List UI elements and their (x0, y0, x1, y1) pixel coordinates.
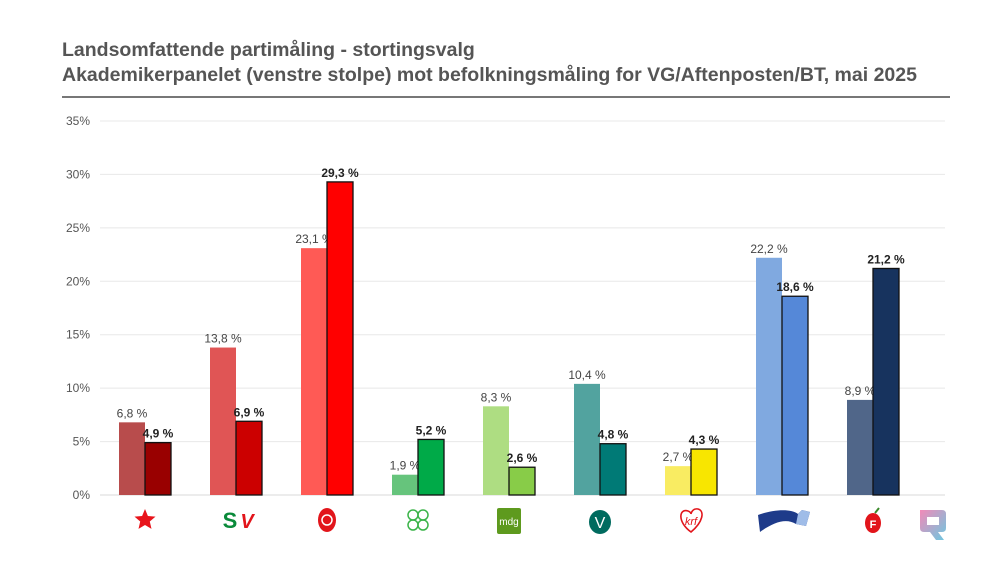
data-label: 4,9 % (143, 427, 174, 441)
frp-logo-icon: F (865, 507, 881, 533)
venstre-logo-icon: V (589, 510, 611, 534)
q-logo-icon (920, 510, 946, 540)
data-label: 13,8 % (204, 332, 242, 346)
bar (392, 474, 418, 495)
krf-logo-icon: krf (680, 508, 703, 534)
y-tick-label: 35% (66, 114, 90, 128)
data-label: 2,6 % (507, 451, 538, 465)
data-label: 22,2 % (750, 242, 788, 256)
bar (144, 441, 172, 496)
y-tick-label: 10% (66, 381, 90, 395)
bar (119, 422, 145, 495)
bar (483, 406, 509, 495)
bar (210, 347, 236, 495)
data-label: 8,9 % (845, 384, 876, 398)
y-tick-label: 30% (66, 167, 90, 181)
mdg-logo-icon: mdg (497, 508, 521, 534)
data-label: 6,8 % (117, 406, 148, 420)
y-tick-label: 20% (66, 274, 90, 288)
bar (301, 248, 327, 495)
bar (781, 295, 809, 496)
data-label: 10,4 % (568, 368, 606, 382)
y-tick-label: 15% (66, 328, 90, 342)
data-label: 2,7 % (663, 450, 694, 464)
data-label: 21,2 % (867, 252, 905, 266)
rodt-logo-icon (134, 509, 156, 529)
data-label: 4,3 % (689, 433, 720, 447)
chart-subtitle: Akademikerpanelet (venstre stolpe) mot b… (62, 64, 917, 86)
sp-logo-icon (407, 509, 429, 531)
bar (417, 438, 445, 496)
svg-text:F: F (870, 519, 877, 531)
title-divider (62, 96, 950, 98)
y-tick-label: 5% (73, 435, 91, 449)
data-label: 1,9 % (390, 459, 421, 473)
bar (690, 448, 718, 496)
data-label: 4,8 % (598, 428, 629, 442)
svg-text:krf: krf (685, 516, 698, 528)
bar (756, 257, 782, 495)
bar (574, 383, 600, 495)
data-label: 5,2 % (416, 423, 447, 437)
y-tick-label: 0% (73, 488, 91, 502)
ap-logo-icon (318, 508, 336, 532)
bar (326, 181, 354, 496)
bar (235, 420, 263, 496)
y-tick-label: 25% (66, 221, 90, 235)
data-label: 18,6 % (776, 280, 814, 294)
data-label: 8,3 % (481, 390, 512, 404)
bar (847, 399, 873, 495)
chart-title-line1: Landsomfattende partimåling - stortingsv… (62, 39, 475, 61)
bar (872, 267, 900, 496)
data-label: 6,9 % (234, 405, 265, 419)
bar (665, 466, 691, 495)
svg-text:mdg: mdg (499, 517, 518, 528)
svg-text:V: V (595, 515, 606, 532)
data-label: 23,1 % (295, 232, 333, 246)
svg-text:V: V (240, 511, 255, 533)
bar (508, 466, 536, 496)
data-label: 29,3 % (321, 166, 359, 180)
hoyre-logo-icon (758, 510, 810, 532)
bar (599, 443, 627, 496)
svg-text:S: S (223, 508, 238, 533)
chart-title: Landsomfattende partimåling - stortingsv… (62, 38, 917, 88)
